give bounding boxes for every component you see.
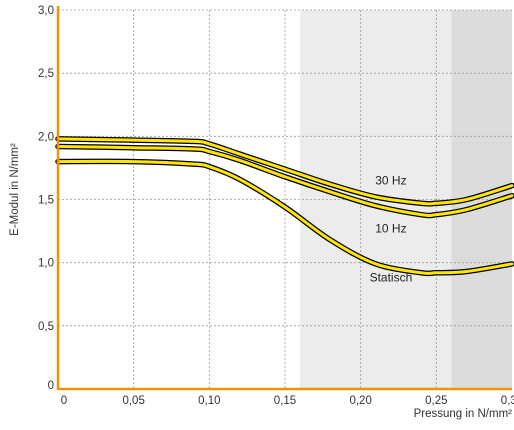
y-tick-label: 1,0: [38, 258, 54, 270]
series-label-1: 10 Hz: [375, 221, 406, 235]
x-tick-label: 0,20: [349, 395, 371, 407]
series-line-1: [56, 144, 514, 218]
y-tick-label: 2,0: [38, 131, 54, 143]
series-line-0: [56, 137, 514, 206]
x-tick-label: 0,25: [425, 395, 447, 407]
x-tick-label: 0,30: [501, 395, 514, 407]
x-axis-title: Pressung in N/mm²: [414, 408, 513, 420]
y-axis-title: E-Modul in N/mm²: [9, 143, 21, 236]
series-label-0: 30 Hz: [375, 173, 406, 187]
y-tick-label: 0,5: [38, 321, 54, 333]
x-tick-label: 0,15: [274, 395, 296, 407]
axes: [56, 6, 512, 391]
y-tick-label: 0: [48, 380, 54, 392]
x-tick-label: 0: [61, 395, 67, 407]
series-line-2: [56, 159, 514, 275]
x-tick-label: 0,05: [122, 395, 144, 407]
labels: 0 0,05 0,10 0,15 0,20 0,25 0,30 0 0,5 1,0 1,5 2,0 2,…: [9, 5, 514, 420]
y-tick-label: 1,5: [38, 195, 54, 207]
y-tick-label: 3,0: [38, 5, 54, 17]
series-lines: [55, 136, 514, 277]
y-tick-label: 2,5: [38, 68, 54, 80]
series-label-2: Statisch: [370, 271, 413, 285]
x-tick-label: 0,10: [198, 395, 220, 407]
